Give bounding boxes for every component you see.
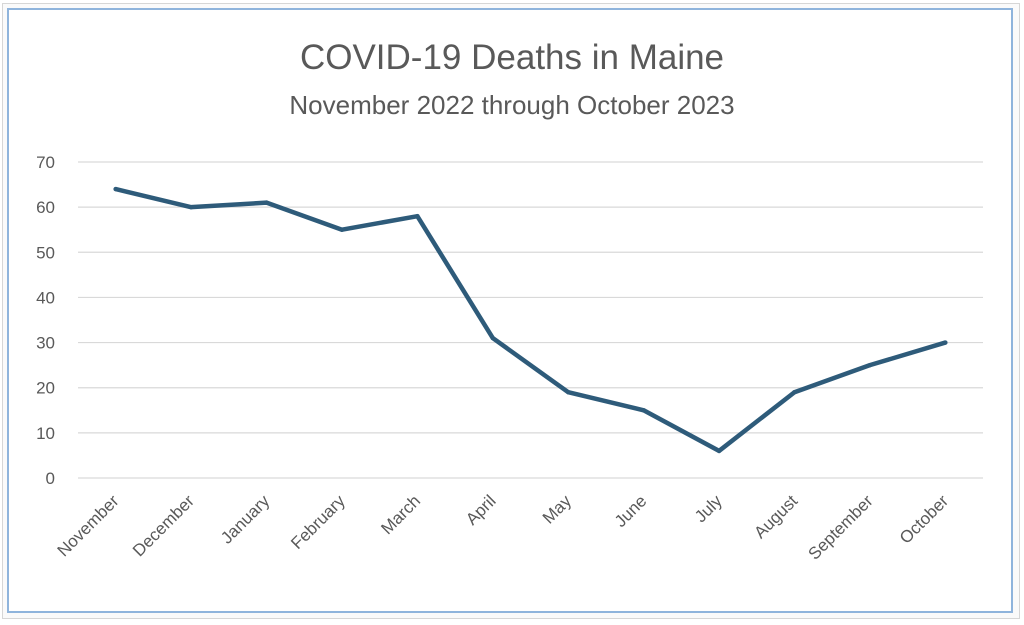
data-point-november — [113, 186, 118, 192]
chart-frame — [7, 8, 1013, 613]
x-tick-label: January — [217, 491, 274, 548]
y-tick-label: 20 — [36, 379, 55, 398]
chart-title: COVID-19 Deaths in Maine — [299, 38, 725, 77]
x-tick-label: October — [896, 491, 952, 547]
y-tick-label: 0 — [46, 469, 55, 488]
data-point-december — [188, 204, 194, 210]
data-point-august — [792, 390, 797, 395]
gridlines — [78, 161, 983, 479]
y-tick-label: 30 — [36, 334, 55, 353]
x-tick-label: November — [54, 491, 123, 560]
y-axis-ticks: 0 10 20 30 40 50 60 70 — [36, 153, 55, 488]
x-tick-label: May — [539, 491, 575, 527]
chart-subtitle: November 2022 through October 2023 — [289, 90, 735, 120]
data-point-april — [490, 335, 495, 341]
data-point-july — [716, 448, 722, 454]
x-tick-label: February — [287, 491, 349, 553]
data-point-january — [264, 200, 269, 205]
data-point-june — [641, 408, 646, 413]
x-tick-label: December — [129, 491, 198, 560]
y-tick-label: 50 — [36, 243, 55, 262]
x-axis-ticks: November December January February March Apri… — [54, 491, 953, 564]
x-tick-label: July — [691, 491, 726, 526]
series-group — [113, 186, 948, 454]
x-tick-label: March — [377, 491, 424, 538]
data-point-october — [943, 340, 948, 345]
x-tick-label: June — [611, 491, 651, 531]
y-tick-label: 40 — [36, 288, 55, 307]
x-tick-label: April — [462, 491, 499, 528]
x-tick-label: September — [804, 491, 876, 563]
x-tick-label: August — [750, 491, 801, 542]
series-line — [113, 186, 948, 454]
data-point-march — [415, 213, 420, 219]
y-tick-label: 70 — [36, 153, 55, 172]
data-point-may — [566, 390, 571, 395]
y-tick-label: 60 — [36, 198, 55, 217]
data-point-september — [867, 362, 873, 368]
y-tick-label: 10 — [36, 424, 55, 443]
data-point-february — [339, 227, 345, 232]
